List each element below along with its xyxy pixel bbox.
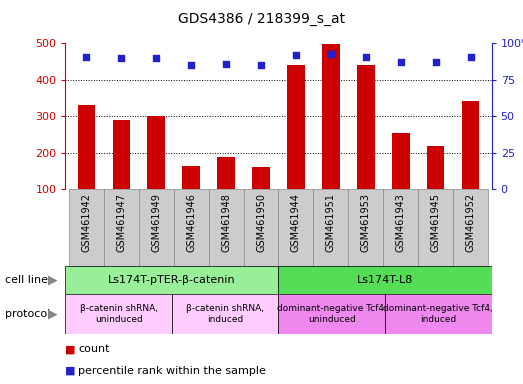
Text: GSM461953: GSM461953: [361, 193, 371, 252]
Point: [187, 62, 195, 68]
Bar: [453, 189, 488, 266]
Text: GSM461945: GSM461945: [431, 193, 441, 252]
Bar: [392, 133, 410, 189]
Bar: [357, 65, 374, 189]
Text: dominant-negative Tcf4,
uninduced: dominant-negative Tcf4, uninduced: [277, 304, 386, 324]
Bar: [383, 189, 418, 266]
Bar: [218, 157, 235, 189]
Bar: [139, 189, 174, 266]
Bar: [65, 266, 278, 294]
Text: protocol: protocol: [5, 309, 51, 319]
Text: GSM461951: GSM461951: [326, 193, 336, 252]
Bar: [112, 120, 130, 189]
Text: GSM461943: GSM461943: [396, 193, 406, 252]
Text: ■: ■: [65, 366, 79, 376]
Point: [117, 55, 126, 61]
Text: ▶: ▶: [48, 273, 58, 286]
Bar: [278, 189, 313, 266]
Bar: [77, 106, 95, 189]
Text: Ls174T-pTER-β-catenin: Ls174T-pTER-β-catenin: [108, 275, 236, 285]
Text: GSM461949: GSM461949: [151, 193, 161, 252]
Bar: [278, 266, 492, 294]
Text: GSM461944: GSM461944: [291, 193, 301, 252]
Bar: [427, 146, 445, 189]
Point: [396, 59, 405, 65]
Text: GSM461947: GSM461947: [116, 193, 126, 252]
Bar: [348, 189, 383, 266]
Point: [292, 52, 300, 58]
Point: [467, 53, 475, 60]
Point: [222, 61, 230, 67]
Text: cell line: cell line: [5, 275, 48, 285]
Text: percentile rank within the sample: percentile rank within the sample: [78, 366, 266, 376]
Point: [82, 53, 90, 60]
Text: count: count: [78, 344, 110, 354]
Text: GSM461948: GSM461948: [221, 193, 231, 252]
Text: GSM461952: GSM461952: [465, 193, 475, 252]
Bar: [322, 45, 339, 189]
Text: GDS4386 / 218399_s_at: GDS4386 / 218399_s_at: [178, 12, 345, 26]
Text: GSM461942: GSM461942: [82, 193, 92, 252]
Bar: [104, 189, 139, 266]
Bar: [462, 101, 480, 189]
Point: [327, 51, 335, 57]
Point: [257, 62, 265, 68]
Bar: [174, 189, 209, 266]
Bar: [183, 166, 200, 189]
Bar: [172, 294, 278, 334]
Bar: [244, 189, 278, 266]
Point: [152, 55, 161, 61]
Text: β-catenin shRNA,
uninduced: β-catenin shRNA, uninduced: [79, 304, 157, 324]
Point: [431, 59, 440, 65]
Text: ▶: ▶: [48, 308, 58, 320]
Bar: [252, 167, 270, 189]
Text: dominant-negative Tcf4,
induced: dominant-negative Tcf4, induced: [383, 304, 493, 324]
Text: Ls174T-L8: Ls174T-L8: [357, 275, 413, 285]
Text: ■: ■: [65, 344, 79, 354]
Bar: [147, 116, 165, 189]
Bar: [313, 189, 348, 266]
Point: [362, 53, 370, 60]
Bar: [278, 294, 385, 334]
Text: GSM461946: GSM461946: [186, 193, 196, 252]
Bar: [287, 65, 305, 189]
Bar: [209, 189, 244, 266]
Bar: [385, 294, 492, 334]
Bar: [418, 189, 453, 266]
Text: GSM461950: GSM461950: [256, 193, 266, 252]
Bar: [69, 189, 104, 266]
Text: β-catenin shRNA,
induced: β-catenin shRNA, induced: [186, 304, 264, 324]
Bar: [65, 294, 172, 334]
